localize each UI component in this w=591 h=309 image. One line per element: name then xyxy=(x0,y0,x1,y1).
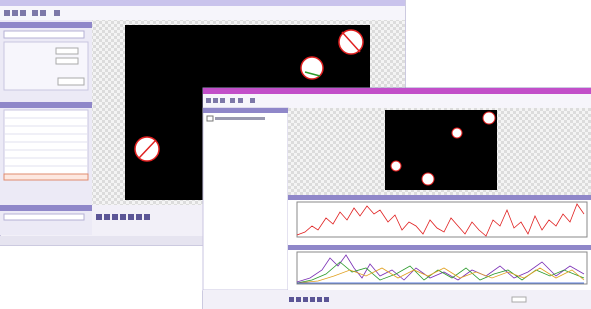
front-window xyxy=(203,88,591,309)
checkbox[interactable] xyxy=(207,116,213,121)
image xyxy=(385,110,497,190)
list xyxy=(4,110,88,180)
panel-header xyxy=(203,108,288,113)
toolbar xyxy=(0,6,405,20)
page xyxy=(0,0,591,309)
side-panel xyxy=(203,108,288,290)
input[interactable] xyxy=(4,214,84,220)
plot-header xyxy=(288,245,591,250)
title-bar xyxy=(203,88,591,94)
title-bar xyxy=(0,0,405,6)
playback-bar xyxy=(203,290,591,309)
plot-header xyxy=(288,195,591,200)
panel-header xyxy=(0,102,92,108)
panel-header xyxy=(0,205,92,211)
input[interactable] xyxy=(4,31,84,38)
panel-header xyxy=(0,22,92,28)
input[interactable] xyxy=(512,297,526,302)
screenshot xyxy=(0,0,591,309)
toolbar xyxy=(203,94,591,108)
button[interactable] xyxy=(56,48,78,54)
playback-buttons[interactable] xyxy=(96,214,150,220)
tree-item[interactable] xyxy=(215,117,265,120)
button[interactable] xyxy=(58,78,84,85)
button[interactable] xyxy=(56,58,78,64)
